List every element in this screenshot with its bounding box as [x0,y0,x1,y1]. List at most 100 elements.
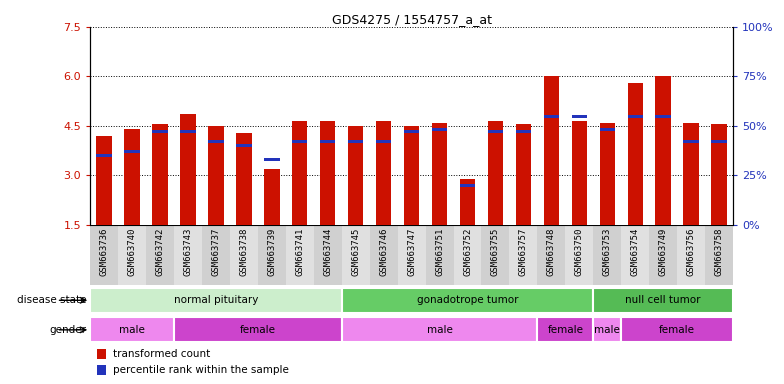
Bar [537,318,593,342]
Text: null cell tumor: null cell tumor [626,295,701,305]
Bar [481,225,510,285]
Text: female: female [547,325,583,335]
Bar [236,144,252,147]
Bar [146,225,174,285]
Bar [370,225,397,285]
Bar [152,131,168,133]
Bar [342,288,593,313]
Bar [376,140,391,143]
Bar [705,225,733,285]
Bar [90,288,342,313]
Text: percentile rank within the sample: percentile rank within the sample [113,365,289,375]
Bar [593,225,621,285]
Text: GSM663744: GSM663744 [323,228,332,276]
Bar [264,158,280,161]
Bar [209,126,223,225]
Text: gender: gender [49,325,86,335]
Bar [180,114,196,225]
Bar [593,318,621,342]
Text: GSM663751: GSM663751 [435,228,444,276]
Text: disease state: disease state [16,295,86,305]
Text: GSM663746: GSM663746 [379,228,388,276]
Text: GSM663748: GSM663748 [547,228,556,276]
Bar [453,225,481,285]
Bar [537,225,565,285]
Bar [96,136,112,225]
Text: GSM663758: GSM663758 [714,228,724,276]
Bar [677,225,705,285]
Bar [230,225,258,285]
Bar [684,140,699,143]
Bar [543,76,559,225]
Text: GSM663753: GSM663753 [603,228,612,276]
Text: GSM663740: GSM663740 [128,228,136,276]
Text: female: female [240,325,276,335]
Text: GSM663745: GSM663745 [351,228,360,276]
Bar [432,128,447,131]
Bar [516,124,531,225]
Text: GSM663752: GSM663752 [463,228,472,276]
Bar [565,225,593,285]
Text: GSM663738: GSM663738 [239,228,249,276]
Bar [314,225,342,285]
Bar [342,318,537,342]
Text: GSM663739: GSM663739 [267,228,276,276]
Bar [404,131,419,133]
Bar [600,122,615,225]
Text: GSM663749: GSM663749 [659,228,668,276]
Bar [90,318,174,342]
Text: transformed count: transformed count [113,349,210,359]
Bar [125,129,140,225]
Bar [320,140,336,143]
Bar [292,121,307,225]
Bar [649,225,677,285]
Bar [516,131,531,133]
Bar [96,154,112,157]
Text: male: male [426,325,452,335]
Bar [125,150,140,153]
Title: GDS4275 / 1554757_a_at: GDS4275 / 1554757_a_at [332,13,492,26]
Text: male: male [119,325,145,335]
Text: GSM663755: GSM663755 [491,228,500,276]
Bar [320,121,336,225]
Text: GSM663741: GSM663741 [296,228,304,276]
Text: normal pituitary: normal pituitary [174,295,258,305]
Bar [621,225,649,285]
Bar [593,288,733,313]
Bar [600,128,615,131]
Bar [209,140,223,143]
Bar [174,318,342,342]
Bar [432,122,447,225]
Bar [426,225,453,285]
Bar [572,114,587,118]
Bar [397,225,426,285]
Text: GSM663743: GSM663743 [183,228,193,276]
Bar [488,131,503,133]
Bar [264,169,280,225]
Bar [96,365,107,375]
Bar [510,225,537,285]
Bar [627,83,643,225]
Text: GSM663737: GSM663737 [212,228,220,276]
Bar [655,114,671,118]
Bar [96,349,107,359]
Bar [90,225,118,285]
Bar [488,121,503,225]
Bar [152,124,168,225]
Bar [258,225,286,285]
Bar [711,124,727,225]
Bar [543,114,559,118]
Bar [342,225,370,285]
Bar [236,132,252,225]
Bar [404,126,419,225]
Bar [286,225,314,285]
Text: GSM663747: GSM663747 [407,228,416,276]
Bar [627,114,643,118]
Text: gonadotrope tumor: gonadotrope tumor [417,295,518,305]
Text: GSM663756: GSM663756 [687,228,695,276]
Bar [292,140,307,143]
Text: GSM663750: GSM663750 [575,228,584,276]
Bar [621,318,733,342]
Bar [348,140,364,143]
Bar [348,126,364,225]
